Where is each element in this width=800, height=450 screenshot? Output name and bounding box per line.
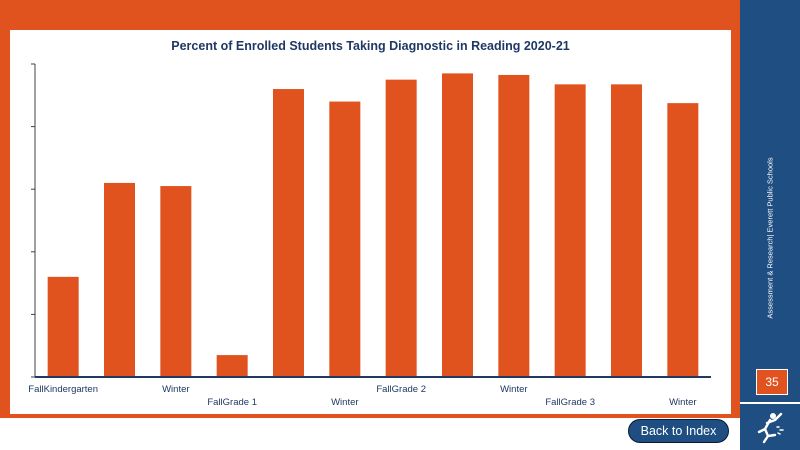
back-to-index-button[interactable]: Back to Index	[628, 419, 729, 443]
chart-panel: Percent of Enrolled Students Taking Diag…	[10, 30, 731, 414]
bottom-strip	[0, 418, 740, 450]
x-tick-label: Winter	[669, 397, 696, 408]
sidebar	[740, 0, 800, 358]
x-tick-label: Winter	[162, 384, 189, 395]
bar	[611, 84, 642, 377]
bar	[554, 84, 586, 377]
bar	[667, 103, 699, 377]
bar	[273, 89, 304, 377]
page-number: 35	[756, 369, 788, 395]
x-tick-label: FallGrade 1	[207, 397, 257, 408]
bar	[216, 355, 248, 377]
x-tick-label: FallKindergarten	[28, 384, 98, 395]
bar	[498, 74, 530, 377]
bar	[329, 101, 361, 377]
runner-logo-icon	[757, 412, 784, 444]
bar	[104, 182, 135, 377]
x-tick-label: FallGrade 3	[545, 397, 595, 408]
bar-chart: FallKindergarten Winter FallGrade 1 Winter F…	[28, 63, 711, 408]
chart-title: Percent of Enrolled Students Taking Diag…	[171, 39, 570, 53]
bar	[47, 276, 79, 377]
bar	[160, 186, 192, 377]
bar	[442, 73, 473, 377]
bar	[385, 79, 417, 378]
x-tick-label: FallGrade 2	[376, 384, 426, 395]
logo-box	[740, 404, 800, 450]
x-tick-label: Winter	[331, 397, 358, 408]
sidebar-org-text: Assessment & Research| Everett Public Sc…	[765, 157, 775, 319]
x-tick-label: Winter	[500, 384, 527, 395]
